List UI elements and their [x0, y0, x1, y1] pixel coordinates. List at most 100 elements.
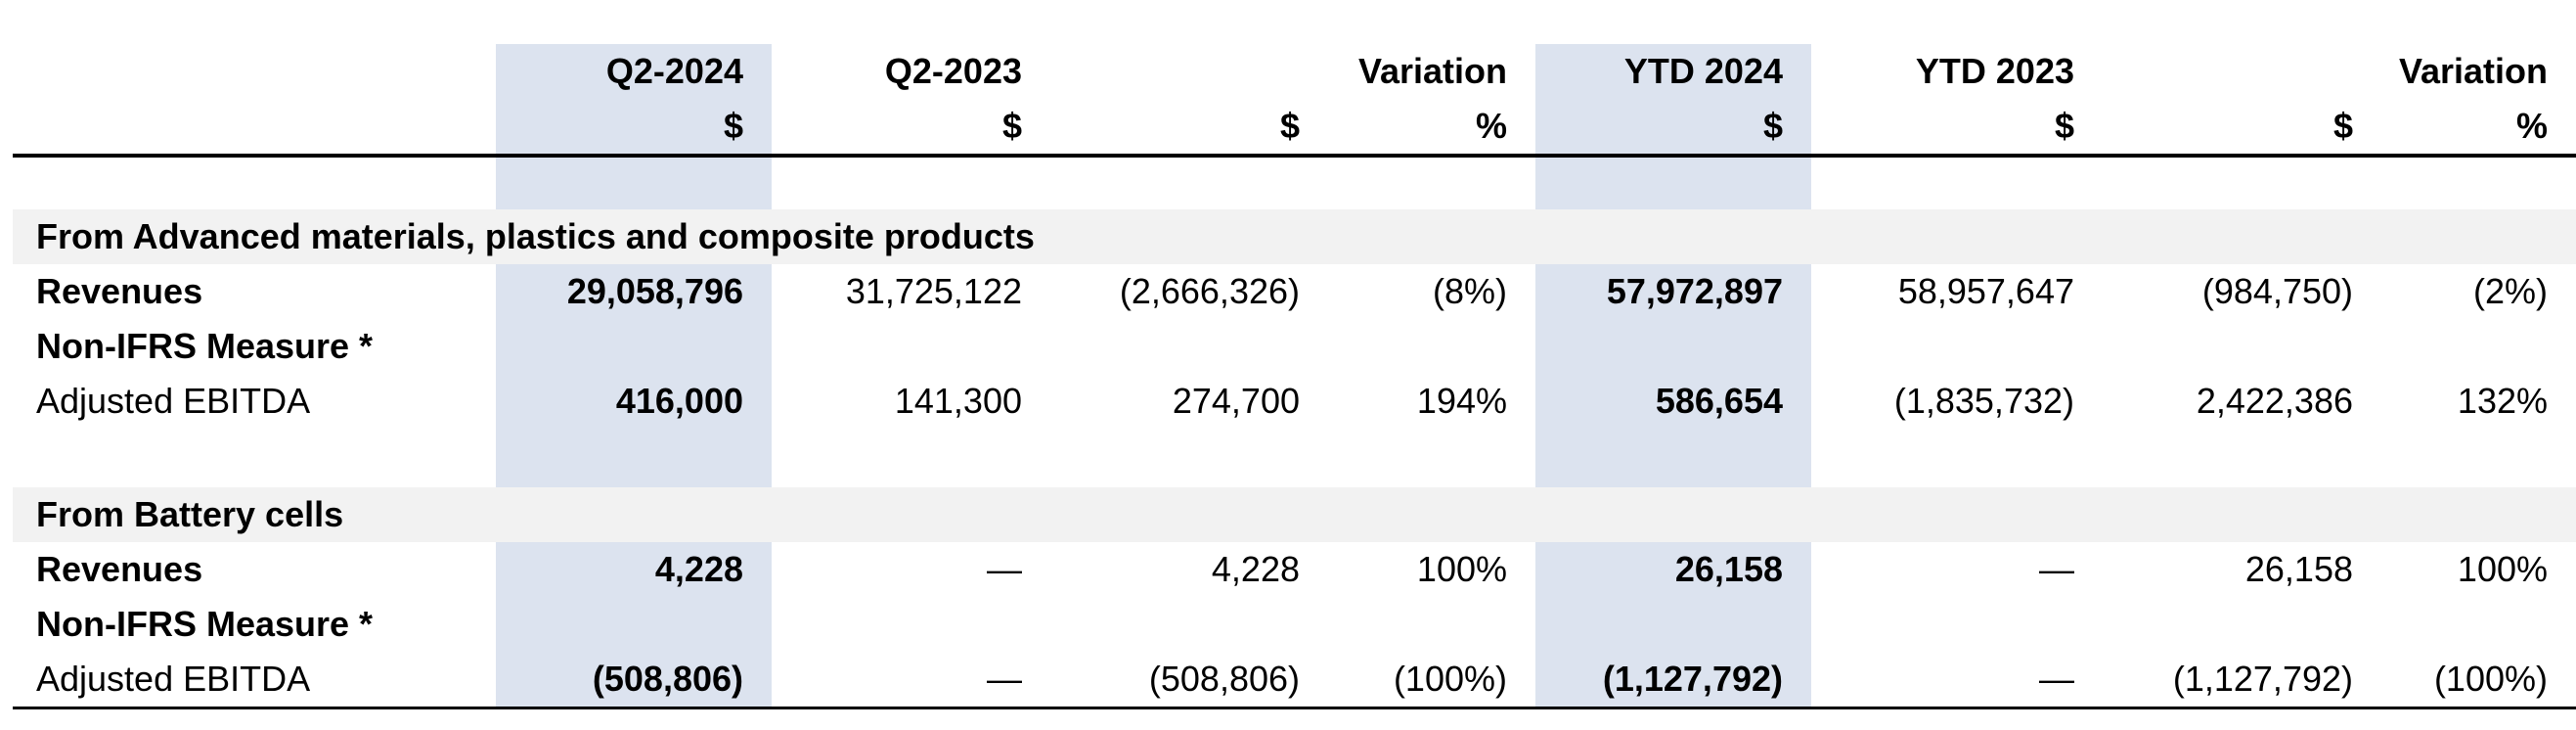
- spacer-cell: [13, 156, 496, 209]
- row-label: Revenues: [36, 271, 203, 311]
- spacer: [13, 429, 2576, 487]
- spacer-cell: [1328, 156, 1535, 209]
- section-header: From Advanced materials, plastics and co…: [13, 209, 2576, 264]
- header-q2-2023: Q2-2023: [884, 51, 1022, 91]
- header-q2-variation-dollar: [1050, 44, 1328, 99]
- cell-q2-2023: —: [987, 549, 1022, 589]
- spacer-cell: [496, 429, 772, 487]
- spacer-cell: [2103, 429, 2381, 487]
- header-blank: [13, 44, 496, 99]
- cell-ytd-variation-dollar: [2103, 319, 2381, 374]
- cell-q2-variation-percent: 100%: [1416, 549, 1507, 589]
- header-ytd-2023: $: [1811, 99, 2103, 158]
- cell-q2-2024: 416,000: [496, 374, 772, 429]
- row-label: Non-IFRS Measure *: [36, 604, 374, 644]
- spacer-cell: [1535, 156, 1811, 209]
- row-label: Non-IFRS Measure *: [36, 326, 374, 366]
- cell-ytd-2023: (1,835,732): [1893, 381, 2074, 421]
- spacer-cell: [1050, 156, 1328, 209]
- header-q2-variation-dollar: $: [1050, 99, 1328, 158]
- cell-ytd-variation-dollar: 26,158: [2244, 549, 2353, 589]
- cell-q2-variation-percent: [1328, 597, 1535, 652]
- cell-q2-variation-dollar: 4,228: [1211, 549, 1300, 589]
- header-ytd-2024: $: [1535, 99, 1811, 158]
- header-ytd-variation-percent: %: [2381, 99, 2576, 158]
- spacer-cell: [1811, 156, 2103, 209]
- spacer-cell: [1328, 429, 1535, 487]
- cell-q2-variation-dollar: 274,700: [1172, 381, 1300, 421]
- cell-q2-variation-percent: (100%): [1328, 652, 1535, 709]
- cell-ytd-variation-dollar: 2,422,386: [2196, 381, 2353, 421]
- table-row: Non-IFRS Measure *: [13, 319, 2576, 374]
- cell-ytd-variation-percent: 132%: [2457, 381, 2548, 421]
- cell-q2-2023: [772, 319, 1050, 374]
- cell-q2-2024: 4,228: [496, 542, 772, 597]
- cell-ytd-2024: (1,127,792): [1535, 652, 1811, 709]
- header-blank: [13, 99, 496, 158]
- cell-ytd-2024: [1535, 597, 1811, 652]
- cell-ytd-2023: —: [1811, 652, 2103, 709]
- header-ytd-variation-dollar: [2103, 44, 2381, 99]
- cell-q2-2023: 31,725,122: [845, 271, 1022, 311]
- table-row: Non-IFRS Measure *: [13, 597, 2576, 652]
- financial-summary-table: Q2-2024 Q2-2023 Variation YTD 2024 YTD 2023 V…: [13, 44, 2576, 709]
- header-q2-variation-percent: Variation: [1357, 51, 1507, 91]
- cell-q2-2023: 141,300: [894, 381, 1022, 421]
- cell-ytd-variation-dollar: (1,127,792): [2103, 652, 2381, 709]
- spacer-cell: [2381, 156, 2576, 209]
- row-label: Adjusted EBITDA: [13, 652, 496, 709]
- cell-q2-2024: (508,806): [496, 652, 772, 709]
- cell-ytd-2024: 586,654: [1535, 374, 1811, 429]
- cell-ytd-2023: —: [2039, 549, 2074, 589]
- header-q2-2024: Q2-2024: [496, 44, 772, 99]
- header-row2: $ $ $% $ $ $%: [13, 99, 2576, 158]
- cell-q2-2024: [496, 597, 772, 652]
- header-ytd-variation-dollar: $: [2103, 99, 2381, 158]
- spacer-cell: [496, 156, 772, 209]
- row-label: Adjusted EBITDA: [36, 381, 311, 421]
- table-row: Revenues 4,228 — 4,228 100% 26,158 — 26,158 100%: [13, 542, 2576, 597]
- table-row: Adjusted EBITDA (508,806) — (508,806) (100%)…: [13, 652, 2576, 709]
- header-q2-2023: $: [772, 99, 1050, 158]
- cell-q2-variation-percent: [1328, 319, 1535, 374]
- cell-ytd-variation-dollar: [2103, 597, 2381, 652]
- header-row1: Q2-2024 Q2-2023 Variation YTD 2024 YTD 2023 V…: [13, 44, 2576, 99]
- spacer-cell: [1050, 429, 1328, 487]
- spacer-cell: [2103, 156, 2381, 209]
- cell-ytd-variation-percent: (2%): [2472, 271, 2548, 311]
- header-ytd-variation-percent: Variation: [2398, 51, 2548, 91]
- cell-q2-variation-percent: 194%: [1416, 381, 1507, 421]
- cell-q2-variation-dollar: [1050, 319, 1328, 374]
- cell-ytd-variation-percent: (100%): [2381, 652, 2576, 709]
- cell-q2-variation-dollar: [1050, 597, 1328, 652]
- section-title: From Battery cells: [13, 487, 2576, 542]
- cell-q2-variation-percent: (8%): [1432, 271, 1507, 311]
- table-row: Revenues 29,058,796 31,725,122 (2,666,326) (…: [13, 264, 2576, 319]
- spacer-cell: [2381, 429, 2576, 487]
- cell-ytd-2024: [1535, 319, 1811, 374]
- cell-ytd-2023: 58,957,647: [1897, 271, 2074, 311]
- cell-q2-2024: [496, 319, 772, 374]
- section-title: From Advanced materials, plastics and co…: [13, 209, 2576, 264]
- cell-ytd-variation-dollar: (984,750): [2201, 271, 2353, 311]
- cell-ytd-2024: 57,972,897: [1535, 264, 1811, 319]
- cell-ytd-variation-percent: [2381, 319, 2576, 374]
- header-ytd-2023: YTD 2023: [1915, 51, 2074, 91]
- cell-ytd-2023: [1811, 319, 2103, 374]
- cell-ytd-2024: 26,158: [1535, 542, 1811, 597]
- row-label: Revenues: [36, 549, 203, 589]
- table-row: Adjusted EBITDA 416,000 141,300 274,700 194%…: [13, 374, 2576, 429]
- cell-ytd-variation-percent: [2381, 597, 2576, 652]
- spacer-cell: [772, 156, 1050, 209]
- cell-q2-2024: 29,058,796: [496, 264, 772, 319]
- spacer: [13, 156, 2576, 209]
- cell-ytd-variation-percent: 100%: [2457, 549, 2548, 589]
- spacer-cell: [13, 429, 496, 487]
- header-q2-2024: $: [496, 99, 772, 158]
- spacer-cell: [772, 429, 1050, 487]
- cell-ytd-2023: [1811, 597, 2103, 652]
- cell-q2-2023: [772, 597, 1050, 652]
- spacer-cell: [1811, 429, 2103, 487]
- cell-q2-variation-dollar: (508,806): [1050, 652, 1328, 709]
- cell-q2-2023: —: [772, 652, 1050, 709]
